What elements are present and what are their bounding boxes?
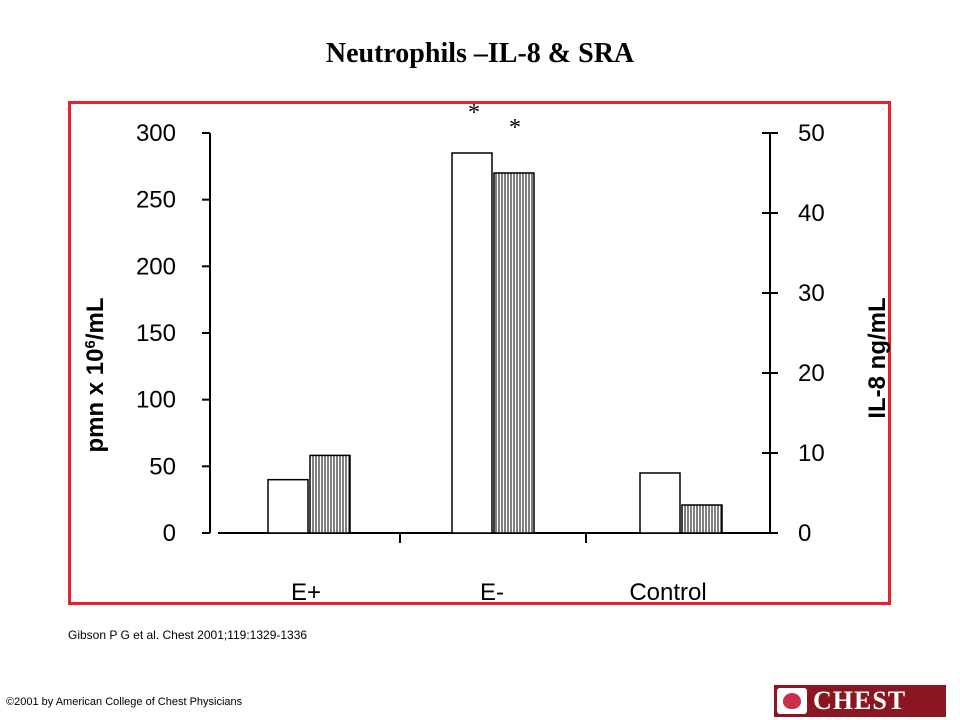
labels: 0 50 100 150 200 250 300 0 10 20 30 40 50 E+ E- Control…: [82, 100, 892, 606]
bar-neutrophils-e: [451, 152, 493, 534]
right-tick-label: 20: [798, 360, 825, 387]
bar-neutrophils-e: [267, 478, 309, 534]
left-tick-label: 0: [163, 520, 176, 547]
bars: [267, 152, 723, 534]
bar-il8-e: [493, 172, 535, 534]
significance-star: *: [509, 115, 521, 141]
left-tick-label: 300: [136, 120, 176, 147]
left-tick-label: 50: [149, 453, 176, 480]
bar-il8-control: [681, 504, 723, 534]
significance-star: *: [468, 100, 480, 126]
chest-logo: CHEST: [774, 685, 946, 717]
category-label: E+: [291, 579, 321, 606]
right-tick-label: 40: [798, 200, 825, 227]
slide-title: Neutrophils –IL-8 & SRA: [325, 38, 635, 69]
right-tick-label: 0: [798, 520, 811, 547]
heart-icon: [783, 693, 801, 709]
left-tick-label: 150: [136, 320, 176, 347]
bar-neutrophils-control: [639, 472, 681, 534]
left-tick-label: 200: [136, 253, 176, 280]
logo-text: CHEST: [813, 686, 907, 715]
left-tick-label: 250: [136, 187, 176, 214]
left-axis-title: pmn x 106/mL: [82, 297, 110, 452]
bar-il8-e: [309, 454, 351, 534]
right-tick-label: 30: [798, 280, 825, 307]
category-label: E-: [480, 579, 504, 606]
category-label: Control: [629, 579, 706, 606]
citation: Gibson P G et al. Chest 2001;119:1329-13…: [68, 628, 308, 642]
copyright: ©2001 by American College of Chest Physi…: [6, 696, 243, 708]
chart-frame: [68, 101, 891, 605]
logo-emblem-icon: [777, 688, 807, 714]
right-tick-label: 50: [798, 120, 825, 147]
right-tick-label: 10: [798, 440, 825, 467]
left-tick-label: 100: [136, 387, 176, 414]
right-axis-title: IL-8 ng/mL: [864, 297, 891, 418]
